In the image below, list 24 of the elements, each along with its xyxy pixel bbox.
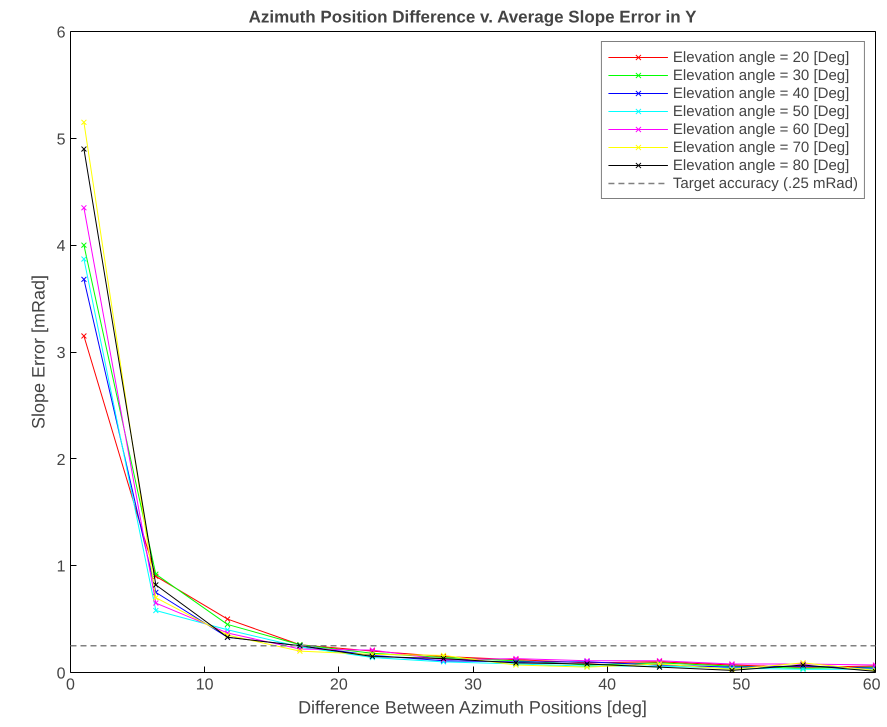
y-tick-label: 0 (56, 666, 66, 682)
y-tick-label: 3 (56, 345, 66, 362)
y-axis-title: Slope Error [mRad] (28, 274, 49, 430)
legend-label: Elevation angle = 70 [Deg] (672, 138, 850, 156)
y-tick-label: 1 (56, 558, 66, 576)
x-tick-label: 30 (464, 676, 482, 694)
legend-label: Elevation angle = 50 [Deg] (672, 102, 850, 120)
x-axis-title: Difference Between Azimuth Positions [deg] (298, 698, 647, 718)
legend-label: Elevation angle = 80 [Deg] (672, 156, 850, 174)
x-tick-label: 40 (598, 676, 616, 694)
y-tick-label: 6 (56, 24, 66, 42)
y-tick-label: 4 (56, 238, 66, 256)
y-tick-label: 5 (56, 131, 66, 148)
legend-label: Elevation angle = 30 [Deg] (672, 66, 850, 84)
x-tick-label: 50 (732, 676, 750, 694)
legend-label: Elevation angle = 40 [Deg] (672, 84, 850, 102)
legend-label: Target accuracy (.25 mRad) (672, 174, 858, 192)
legend-label: Elevation angle = 20 [Deg] (672, 48, 850, 66)
legend-label: Elevation angle = 60 [Deg] (672, 120, 850, 138)
x-tick-label: 60 (862, 676, 881, 694)
chart-title: Azimuth Position Difference v. Average Slope Error in Y (248, 8, 698, 26)
x-tick-label: 10 (196, 676, 214, 694)
x-tick-label: 20 (330, 676, 348, 694)
y-tick-label: 2 (56, 452, 66, 469)
